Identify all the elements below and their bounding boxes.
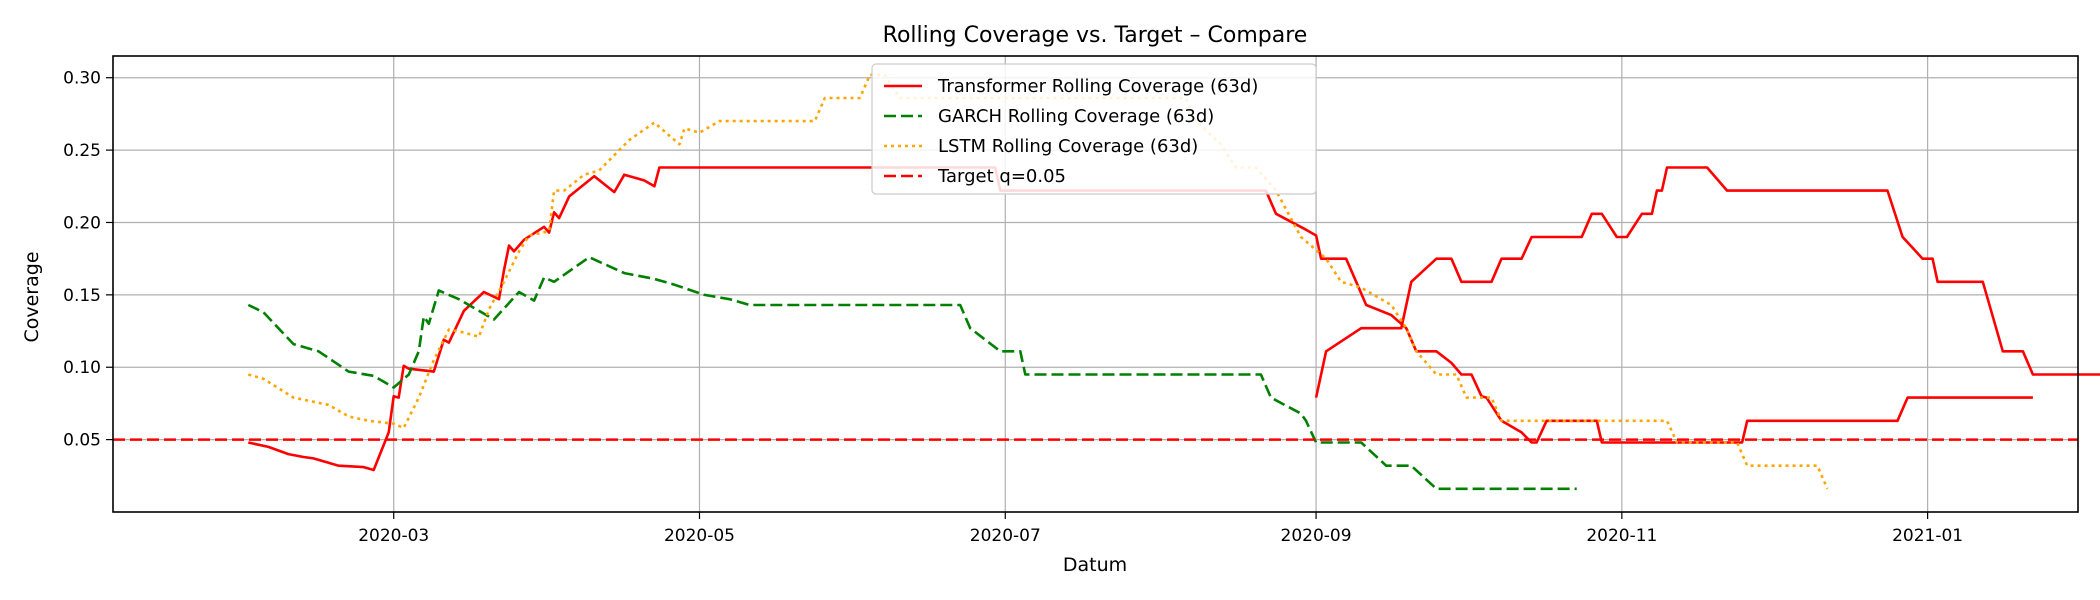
x-tick-label: 2020-05 [664, 526, 735, 546]
x-tick-label: 2020-07 [970, 526, 1041, 546]
plot-area [113, 73, 2100, 491]
series-line-0 [1314, 166, 2100, 398]
series-line-0 [248, 166, 2033, 472]
y-tick-label: 0.25 [63, 141, 101, 161]
y-tick-label: 0.30 [63, 69, 101, 89]
legend-box [871, 63, 1317, 195]
y-tick-label: 0.20 [63, 213, 101, 233]
y-axis-title: Coverage [21, 251, 43, 342]
x-tick-label: 2021-01 [1892, 526, 1963, 546]
chart-title: Rolling Coverage vs. Target – Compare [883, 23, 1308, 48]
legend-label: Transformer Rolling Coverage (63d) [937, 76, 1258, 97]
legend-label: Target q=0.05 [937, 166, 1066, 187]
x-tick-label: 2020-11 [1586, 526, 1657, 546]
x-tick-label: 2020-09 [1281, 526, 1352, 546]
legend-label: GARCH Rolling Coverage (63d) [938, 106, 1214, 127]
x-axis-title: Datum [1063, 554, 1127, 576]
legend-label: LSTM Rolling Coverage (63d) [938, 136, 1198, 157]
x-tick-label: 2020-03 [358, 526, 429, 546]
series-line-1 [247, 255, 1577, 491]
y-tick-label: 0.15 [63, 286, 101, 306]
y-axis: 0.05 0.10 0.15 0.20 0.25 0.30 [63, 69, 113, 451]
y-tick-label: 0.10 [63, 358, 101, 378]
plot-frame [112, 55, 2079, 513]
y-tick-label: 0.05 [63, 431, 101, 451]
x-axis: 2020-03 2020-05 2020-07 2020-09 2020-11 2021-… [358, 512, 1963, 546]
legend: Transformer Rolling Coverage (63d) GARCH … [871, 63, 1317, 195]
